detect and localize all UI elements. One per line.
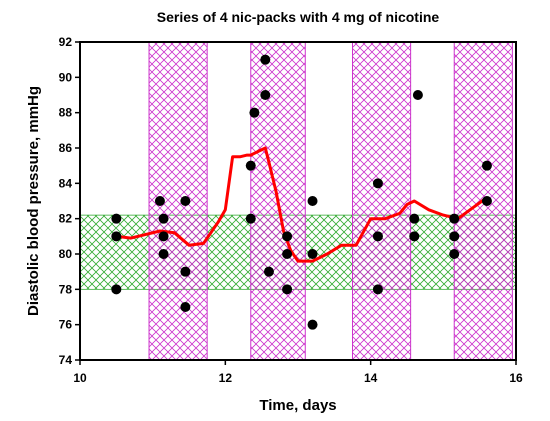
data-point (111, 231, 122, 242)
y-tick-label: 76 (59, 318, 73, 332)
data-point (158, 249, 169, 259)
y-tick-label: 92 (59, 35, 73, 49)
data-point (158, 213, 169, 224)
trend-layer (116, 146, 488, 263)
data-point (245, 160, 256, 171)
data-point (263, 266, 274, 277)
data-point (260, 90, 271, 100)
y-tick-label: 78 (59, 282, 73, 296)
y-tick-label: 74 (59, 353, 73, 367)
data-point (307, 249, 318, 259)
y-axis: 74 76 78 80 82 84 86 88 90 92 (59, 35, 80, 367)
data-point (449, 213, 460, 224)
data-point (111, 284, 122, 295)
point-layer (111, 54, 492, 330)
nic-pack-band (352, 41, 412, 361)
data-point (180, 196, 191, 206)
y-tick-label: 80 (59, 247, 73, 261)
y-tick-label: 86 (59, 141, 73, 155)
y-tick-label: 84 (59, 176, 73, 190)
x-tick-label: 16 (509, 371, 523, 385)
data-point (158, 231, 169, 242)
data-point (245, 213, 256, 224)
data-point (409, 231, 420, 242)
x-tick-label: 12 (219, 371, 233, 385)
plot-frame (79, 41, 517, 361)
y-tick-label: 90 (59, 70, 73, 84)
x-tick-label: 10 (73, 371, 87, 385)
data-point (180, 302, 191, 312)
band-layer (79, 41, 517, 361)
data-point (481, 196, 492, 206)
data-point (249, 107, 260, 118)
data-point (372, 231, 383, 242)
data-point (449, 231, 460, 242)
x-tick-label: 14 (364, 371, 378, 385)
x-axis-label: Time, days (259, 397, 336, 414)
data-point (111, 213, 122, 224)
data-point (372, 284, 383, 295)
y-tick-label: 82 (59, 212, 73, 226)
y-axis-label: Diastolic blood pressure, mmHg (25, 86, 42, 316)
data-point (307, 319, 318, 330)
y-tick-label: 88 (59, 106, 73, 120)
data-point (180, 266, 191, 277)
data-point (282, 231, 293, 242)
data-point (449, 249, 460, 259)
x-axis: 10 12 14 16 (73, 360, 523, 385)
data-point (372, 178, 383, 189)
data-point (260, 54, 271, 65)
data-point (282, 284, 293, 295)
data-point (282, 249, 293, 259)
data-point (307, 196, 318, 206)
chart-title: Series of 4 nic-packs with 4 mg of nicot… (157, 9, 440, 25)
data-point (409, 213, 420, 224)
data-point (412, 90, 423, 100)
data-point (481, 160, 492, 171)
trend-line (116, 146, 488, 263)
data-point (154, 196, 165, 206)
